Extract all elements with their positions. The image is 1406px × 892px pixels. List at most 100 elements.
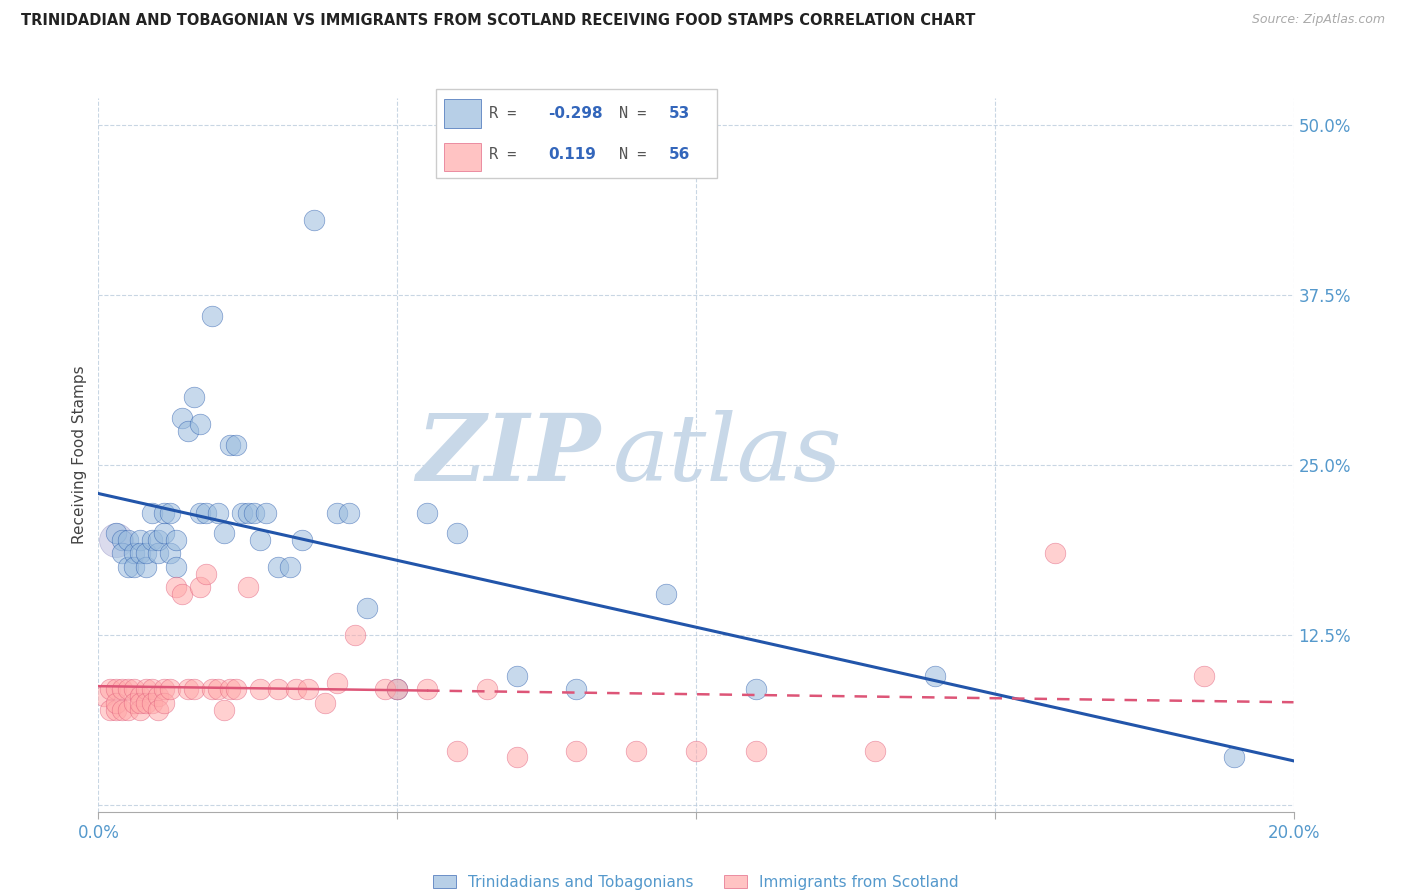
Point xyxy=(124,682,146,697)
FancyBboxPatch shape xyxy=(436,89,717,178)
Point xyxy=(188,417,211,432)
Legend: Trinidadians and Tobagonians, Immigrants from Scotland: Trinidadians and Tobagonians, Immigrants… xyxy=(433,875,959,889)
Point xyxy=(129,689,152,703)
Point xyxy=(565,682,588,697)
Point xyxy=(141,506,163,520)
Point xyxy=(153,506,176,520)
Point xyxy=(565,743,588,757)
Point xyxy=(624,743,647,757)
Point xyxy=(194,566,218,581)
Point xyxy=(267,560,290,574)
Point xyxy=(194,506,218,520)
Point xyxy=(297,682,319,697)
Point xyxy=(148,533,170,547)
Point xyxy=(148,703,170,717)
Point xyxy=(117,682,139,697)
Point xyxy=(278,560,301,574)
Point xyxy=(506,750,529,764)
Point xyxy=(129,546,152,560)
Text: R =: R = xyxy=(489,147,526,161)
Point xyxy=(385,682,409,697)
Point xyxy=(172,587,194,601)
Point xyxy=(249,682,271,697)
Point xyxy=(236,581,259,595)
Bar xyxy=(444,99,481,128)
Text: N =: N = xyxy=(619,147,655,161)
Point xyxy=(124,696,146,710)
Point xyxy=(165,581,187,595)
Point xyxy=(105,696,128,710)
Bar xyxy=(444,143,481,171)
Point xyxy=(183,682,205,697)
Point xyxy=(105,682,128,697)
Point xyxy=(105,526,128,541)
Text: atlas: atlas xyxy=(612,410,842,500)
Point xyxy=(745,682,768,697)
Point xyxy=(183,390,205,404)
Point xyxy=(302,213,325,227)
Point xyxy=(111,682,134,697)
Point xyxy=(98,682,122,697)
Point xyxy=(243,506,266,520)
Point xyxy=(326,675,349,690)
Text: 56: 56 xyxy=(669,147,690,161)
Point xyxy=(1043,546,1066,560)
Point xyxy=(135,696,157,710)
Point xyxy=(315,696,337,710)
Point xyxy=(1223,750,1246,764)
Point xyxy=(153,696,176,710)
Point xyxy=(159,682,181,697)
Point xyxy=(254,506,277,520)
Point xyxy=(117,703,139,717)
Point xyxy=(212,703,235,717)
Text: Source: ZipAtlas.com: Source: ZipAtlas.com xyxy=(1251,13,1385,27)
Point xyxy=(98,703,122,717)
Point xyxy=(141,533,163,547)
Point xyxy=(475,682,498,697)
Y-axis label: Receiving Food Stamps: Receiving Food Stamps xyxy=(72,366,87,544)
Point xyxy=(416,682,439,697)
Point xyxy=(446,743,468,757)
Point xyxy=(135,682,157,697)
Text: -0.298: -0.298 xyxy=(548,106,603,120)
Point xyxy=(148,546,170,560)
Point xyxy=(249,533,271,547)
Point xyxy=(129,696,152,710)
Point xyxy=(177,424,200,438)
Point xyxy=(284,682,307,697)
Point xyxy=(326,506,349,520)
Point xyxy=(236,506,259,520)
Text: R =: R = xyxy=(489,106,526,120)
Point xyxy=(141,696,163,710)
Point xyxy=(153,526,176,541)
Text: 53: 53 xyxy=(669,106,690,120)
Point xyxy=(924,669,946,683)
Point xyxy=(416,506,439,520)
Point xyxy=(207,682,229,697)
Text: ZIP: ZIP xyxy=(416,410,600,500)
Point xyxy=(339,506,360,520)
Point xyxy=(165,533,187,547)
Point xyxy=(165,560,187,574)
Point xyxy=(159,546,181,560)
Point xyxy=(159,506,181,520)
Point xyxy=(225,682,247,697)
Point xyxy=(219,438,242,452)
Point xyxy=(172,410,194,425)
Point xyxy=(685,743,707,757)
Point xyxy=(219,682,242,697)
Point xyxy=(148,689,170,703)
Point xyxy=(188,581,211,595)
Point xyxy=(111,533,134,547)
Point xyxy=(111,703,134,717)
Point xyxy=(105,703,128,717)
Point xyxy=(153,682,176,697)
Point xyxy=(344,628,367,642)
Point xyxy=(225,438,247,452)
Point xyxy=(865,743,887,757)
Point xyxy=(105,533,128,547)
Point xyxy=(111,546,134,560)
Text: 0.119: 0.119 xyxy=(548,147,596,161)
Point xyxy=(93,689,115,703)
Point xyxy=(129,703,152,717)
